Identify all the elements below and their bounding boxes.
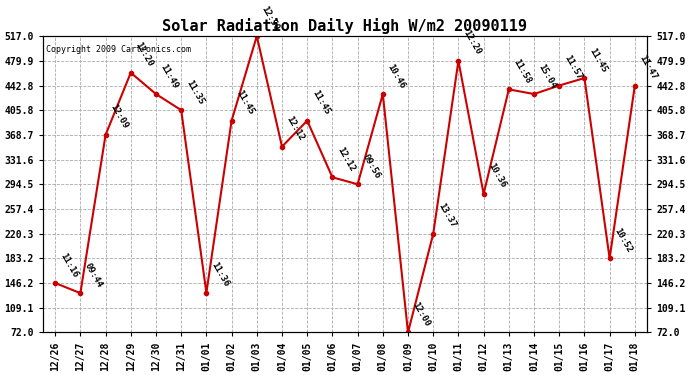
Text: 12:12: 12:12 [335,146,357,173]
Text: 10:46: 10:46 [386,62,407,90]
Text: 12:12: 12:12 [285,115,306,142]
Text: 11:57: 11:57 [562,54,583,81]
Text: 12:20: 12:20 [461,29,482,57]
Text: 13:37: 13:37 [436,202,457,230]
Text: 10:52: 10:52 [613,226,633,254]
Text: 11:45: 11:45 [310,89,331,117]
Text: 11:45: 11:45 [235,89,255,117]
Text: 11:58: 11:58 [511,57,533,85]
Text: 11:16: 11:16 [58,251,79,279]
Text: 09:56: 09:56 [360,152,382,180]
Text: 11:49: 11:49 [159,62,180,90]
Text: Copyright 2009 Cartronics.com: Copyright 2009 Cartronics.com [46,45,190,54]
Text: 15:04: 15:04 [537,62,558,90]
Text: 12:50: 12:50 [259,4,281,32]
Text: 10:36: 10:36 [486,162,508,190]
Text: 11:47: 11:47 [638,54,659,81]
Title: Solar Radiation Daily High W/m2 20090119: Solar Radiation Daily High W/m2 20090119 [163,18,527,33]
Text: 11:36: 11:36 [209,261,230,289]
Text: 12:09: 12:09 [108,103,130,131]
Text: 11:45: 11:45 [587,46,609,74]
Text: 11:35: 11:35 [184,78,205,106]
Text: 12:00: 12:00 [411,300,432,328]
Text: 12:20: 12:20 [134,41,155,69]
Text: 09:44: 09:44 [83,261,104,289]
